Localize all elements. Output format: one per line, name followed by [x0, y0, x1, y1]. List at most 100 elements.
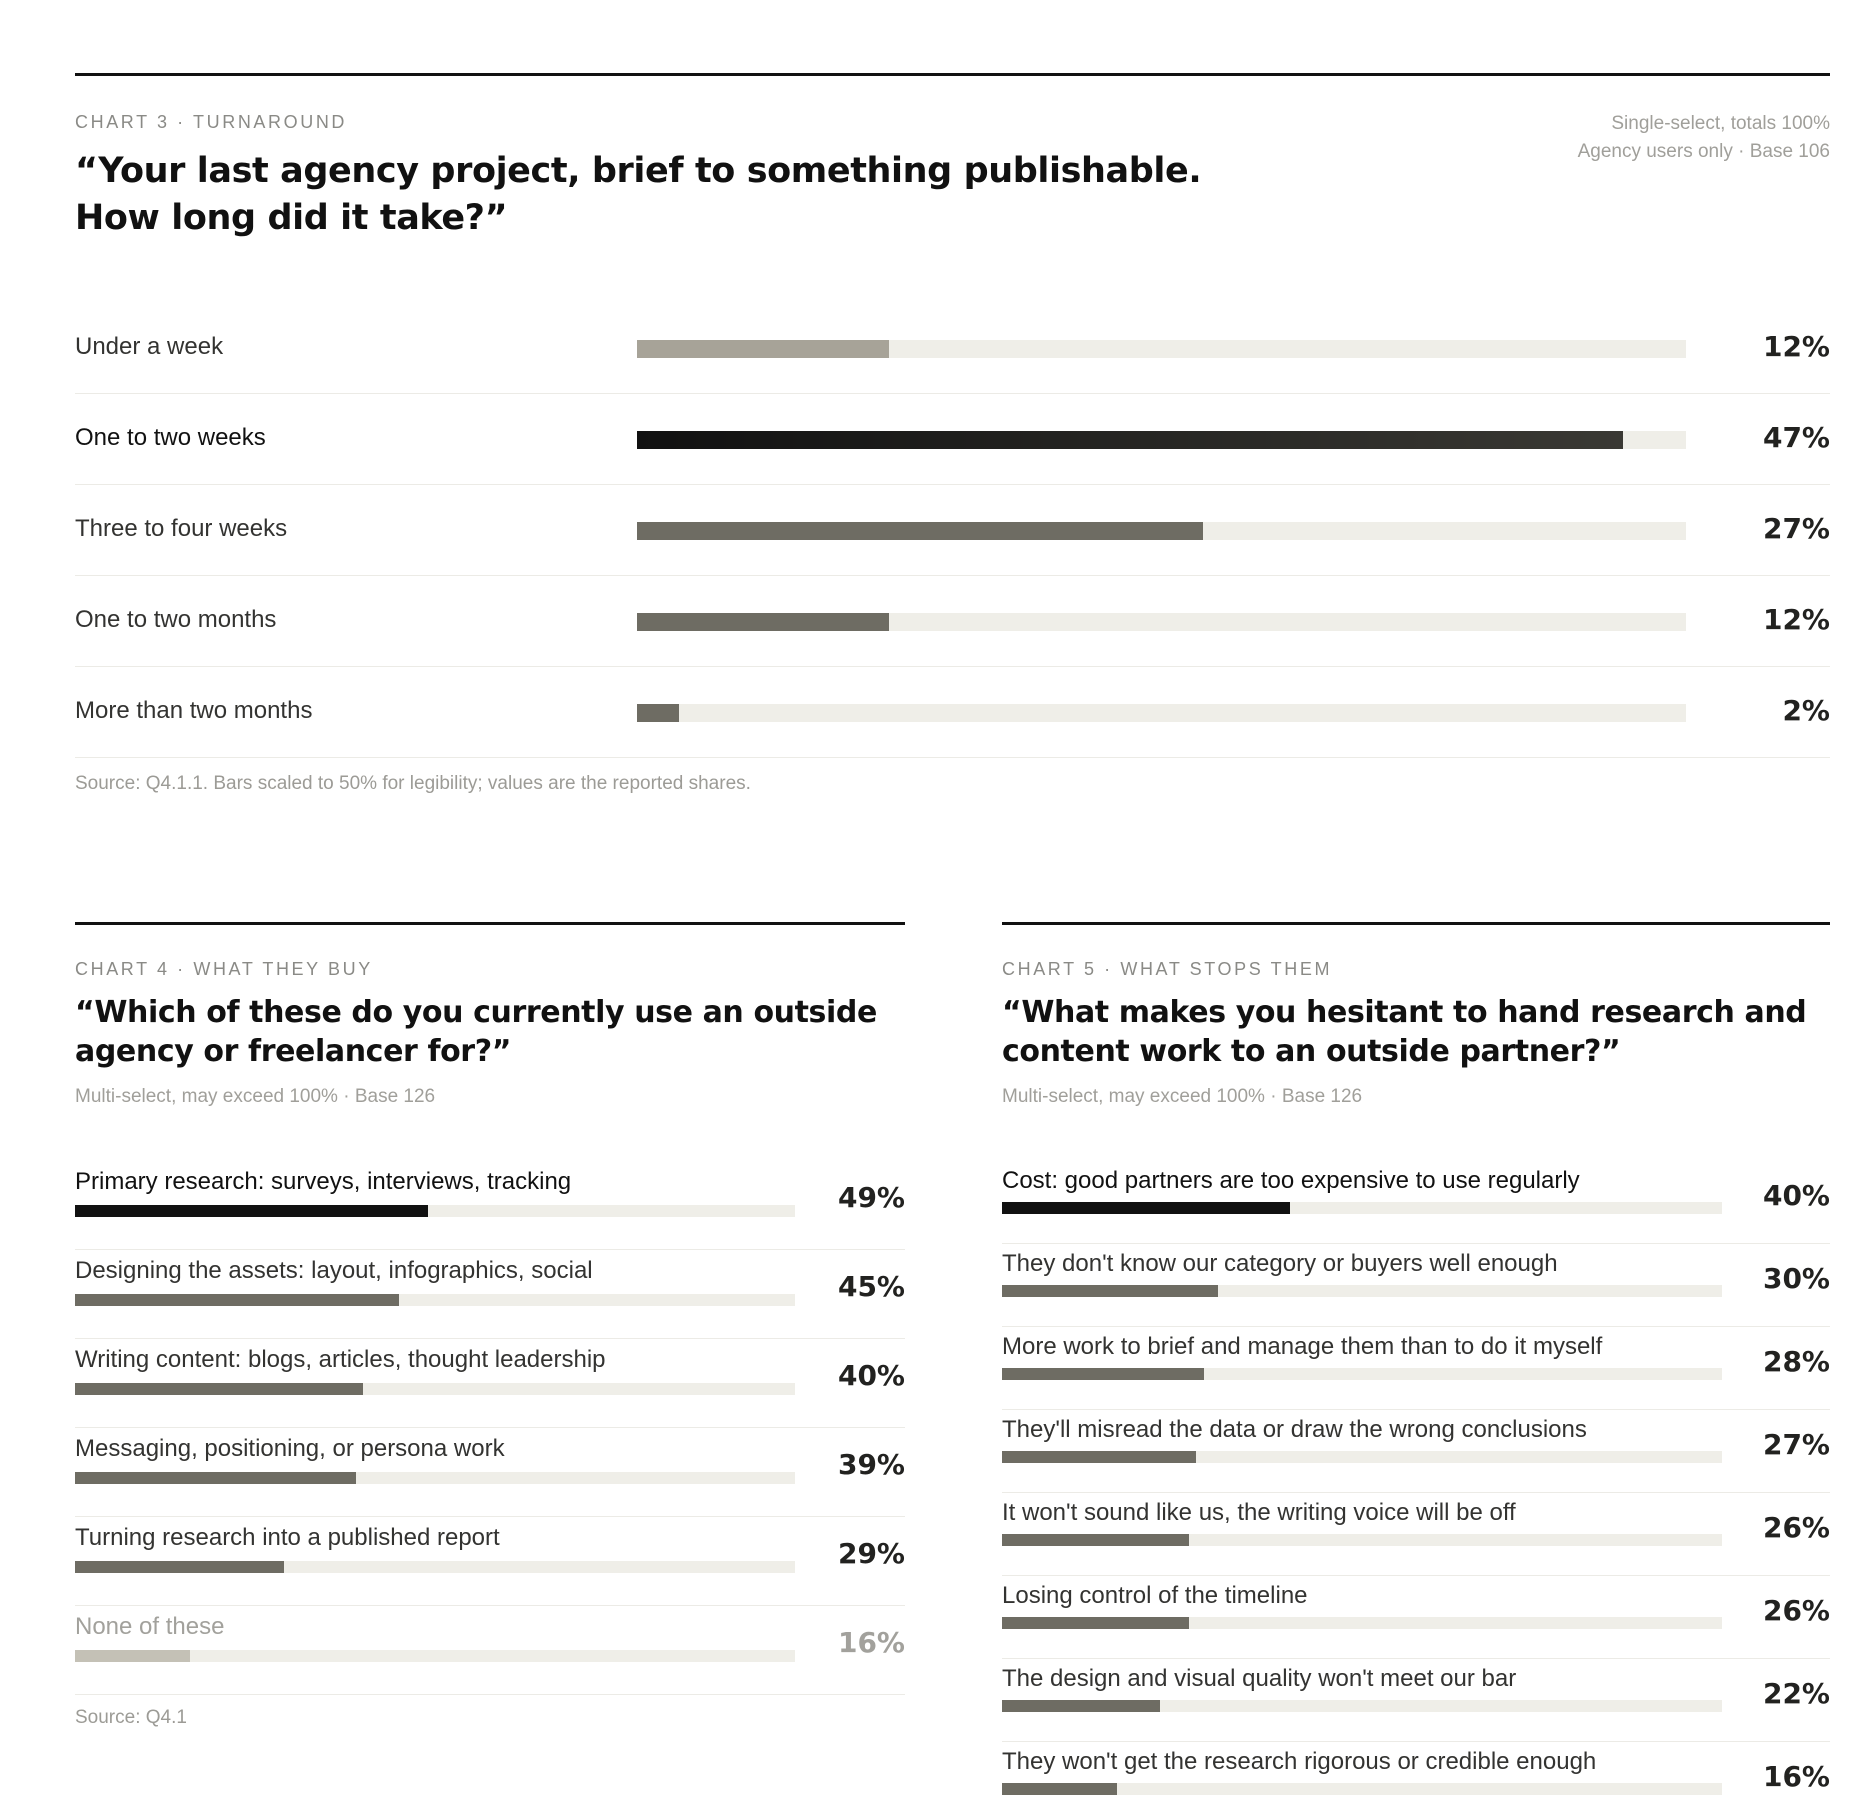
- chart-5-bar-track: [1002, 1451, 1722, 1463]
- chart-5-bar-track: [1002, 1700, 1722, 1712]
- chart-5-category-label: More work to brief and manage them than …: [1002, 1333, 1603, 1360]
- chart-5-row: Cost: good partners are too expensive to…: [1002, 1161, 1830, 1244]
- chart-5-category-label: Cost: good partners are too expensive to…: [1002, 1167, 1580, 1194]
- chart-5-bar-track: [1002, 1534, 1722, 1546]
- chart-5-bar: [1002, 1285, 1218, 1297]
- chart-4-bar: [75, 1383, 363, 1395]
- chart-3-bar-track: [637, 613, 1686, 631]
- chart-4-category-label: Turning research into a published report: [75, 1524, 500, 1551]
- chart-5-bar: [1002, 1202, 1290, 1214]
- chart-5-row: The design and visual quality won't meet…: [1002, 1659, 1830, 1742]
- chart-5-value-label: 40%: [1762, 1179, 1830, 1212]
- chart-3-category-label: Under a week: [75, 333, 224, 360]
- chart-3-value-label: 47%: [1762, 421, 1830, 454]
- chart-4-bar-track: [75, 1650, 795, 1662]
- chart-3-row: Three to four weeks 27%: [75, 485, 1830, 576]
- chart-3-category-label: One to two weeks: [75, 424, 266, 451]
- chart-5-bar-track: [1002, 1617, 1722, 1629]
- chart-5-section: CHART 5 · WHAT STOPS THEM “What makes yo…: [1002, 922, 1830, 1810]
- chart-3-rows: Under a week 12% One to two weeks 47% Three …: [75, 303, 1830, 758]
- chart-5-row: They'll misread the data or draw the wro…: [1002, 1410, 1830, 1493]
- chart-3-source: Source: Q4.1.1. Bars scaled to 50% for l…: [75, 773, 751, 794]
- chart-4-value-label: 16%: [837, 1626, 905, 1659]
- chart-5-bar: [1002, 1617, 1190, 1629]
- chart-5-meta: Multi-select, may exceed 100% · Base 126: [1002, 1086, 1363, 1107]
- chart-4-meta: Multi-select, may exceed 100% · Base 126: [75, 1086, 436, 1107]
- chart-4-bar: [75, 1472, 356, 1484]
- chart-5-value-label: 30%: [1762, 1262, 1830, 1295]
- chart-5-category-label: Losing control of the timeline: [1002, 1582, 1308, 1609]
- chart-5-value-label: 26%: [1762, 1511, 1830, 1544]
- chart-3-row: One to two months 12%: [75, 576, 1830, 667]
- chart-5-bar: [1002, 1534, 1190, 1546]
- chart-5-bar-track: [1002, 1202, 1722, 1214]
- chart-3-category-label: More than two months: [75, 697, 313, 724]
- chart-5-row: They won't get the research rigorous or …: [1002, 1742, 1830, 1812]
- chart-4-value-label: 29%: [837, 1537, 905, 1570]
- chart-4-rows: Primary research: surveys, interviews, t…: [75, 1161, 905, 1695]
- chart-4-bar-track: [75, 1472, 795, 1484]
- chart-5-row: Losing control of the timeline 26%: [1002, 1576, 1830, 1659]
- chart-4-row: Designing the assets: layout, infographi…: [75, 1250, 905, 1339]
- chart-5-category-label: They won't get the research rigorous or …: [1002, 1748, 1597, 1775]
- chart-5-value-label: 26%: [1762, 1594, 1830, 1627]
- chart-3-bar: [637, 613, 889, 631]
- chart-5-rows: Cost: good partners are too expensive to…: [1002, 1161, 1830, 1806]
- chart-4-value-label: 39%: [837, 1448, 905, 1481]
- chart-3-section: CHART 3 · TURNAROUND Single-select, tota…: [75, 73, 1830, 803]
- chart-4-kicker: CHART 4 · WHAT THEY BUY: [75, 959, 373, 979]
- chart-4-bar: [75, 1205, 428, 1217]
- chart-4-bar-track: [75, 1561, 795, 1573]
- chart-3-bar-track: [637, 340, 1686, 358]
- chart-5-value-label: 16%: [1762, 1760, 1830, 1793]
- chart-3-question: “Your last agency project, brief to some…: [75, 151, 1202, 238]
- chart-4-row: Turning research into a published report…: [75, 1517, 905, 1606]
- chart-4-category-label: Primary research: surveys, interviews, t…: [75, 1168, 572, 1195]
- chart-5-row: It won't sound like us, the writing voic…: [1002, 1493, 1830, 1576]
- chart-4-category-label: Designing the assets: layout, infographi…: [75, 1257, 593, 1284]
- chart-4-source: Source: Q4.1: [75, 1707, 187, 1728]
- chart-5-bar: [1002, 1451, 1197, 1463]
- chart-3-value-label: 2%: [1782, 694, 1830, 727]
- chart-3-kicker: CHART 3 · TURNAROUND: [75, 112, 348, 132]
- chart-5-bar: [1002, 1368, 1204, 1380]
- chart-4-bar: [75, 1561, 284, 1573]
- chart-3-bar-track: [637, 522, 1686, 540]
- chart-4-row: Messaging, positioning, or persona work 3…: [75, 1428, 905, 1517]
- chart-3-bar: [637, 431, 1624, 449]
- chart-3-value-label: 12%: [1762, 603, 1830, 636]
- chart-4-row: None of these 16%: [75, 1606, 905, 1695]
- chart-4-category-label: None of these: [75, 1613, 225, 1640]
- chart-4-bar: [75, 1294, 399, 1306]
- chart-5-bar: [1002, 1783, 1118, 1795]
- chart-3-bar: [637, 704, 679, 722]
- chart-4-question: “Which of these do you currently use an …: [75, 995, 877, 1069]
- chart-5-row: More work to brief and manage them than …: [1002, 1327, 1830, 1410]
- chart-3-bar-track: [637, 704, 1686, 722]
- chart-3-bar: [637, 340, 889, 358]
- chart-5-bar: [1002, 1700, 1161, 1712]
- chart-5-category-label: They don't know our category or buyers w…: [1002, 1250, 1558, 1277]
- chart-4-bar: [75, 1650, 191, 1662]
- chart-3-category-label: Three to four weeks: [75, 515, 288, 542]
- chart-5-row: They don't know our category or buyers w…: [1002, 1244, 1830, 1327]
- chart-3-meta: Single-select, totals 100% Agency users …: [1577, 113, 1830, 162]
- chart-3-category-label: One to two months: [75, 606, 277, 633]
- chart-4-value-label: 45%: [837, 1270, 905, 1303]
- chart-4-category-label: Messaging, positioning, or persona work: [75, 1435, 505, 1462]
- chart-5-bar-track: [1002, 1783, 1722, 1795]
- chart-4-bar-track: [75, 1383, 795, 1395]
- chart-3-value-label: 12%: [1762, 330, 1830, 363]
- chart-4-row: Primary research: surveys, interviews, t…: [75, 1161, 905, 1250]
- chart-4-category-label: Writing content: blogs, articles, though…: [75, 1346, 606, 1373]
- chart-3-row: Under a week 12%: [75, 303, 1830, 394]
- chart-3-row: More than two months 2%: [75, 667, 1830, 758]
- chart-4-bar-track: [75, 1205, 795, 1217]
- chart-5-category-label: It won't sound like us, the writing voic…: [1002, 1499, 1516, 1526]
- chart-5-bar-track: [1002, 1285, 1722, 1297]
- chart-3-bar: [637, 522, 1204, 540]
- chart-5-value-label: 28%: [1762, 1345, 1830, 1378]
- chart-4-value-label: 40%: [837, 1359, 905, 1392]
- chart-4-section: CHART 4 · WHAT THEY BUY “Which of these …: [75, 922, 905, 1742]
- chart-5-kicker: CHART 5 · WHAT STOPS THEM: [1002, 959, 1333, 979]
